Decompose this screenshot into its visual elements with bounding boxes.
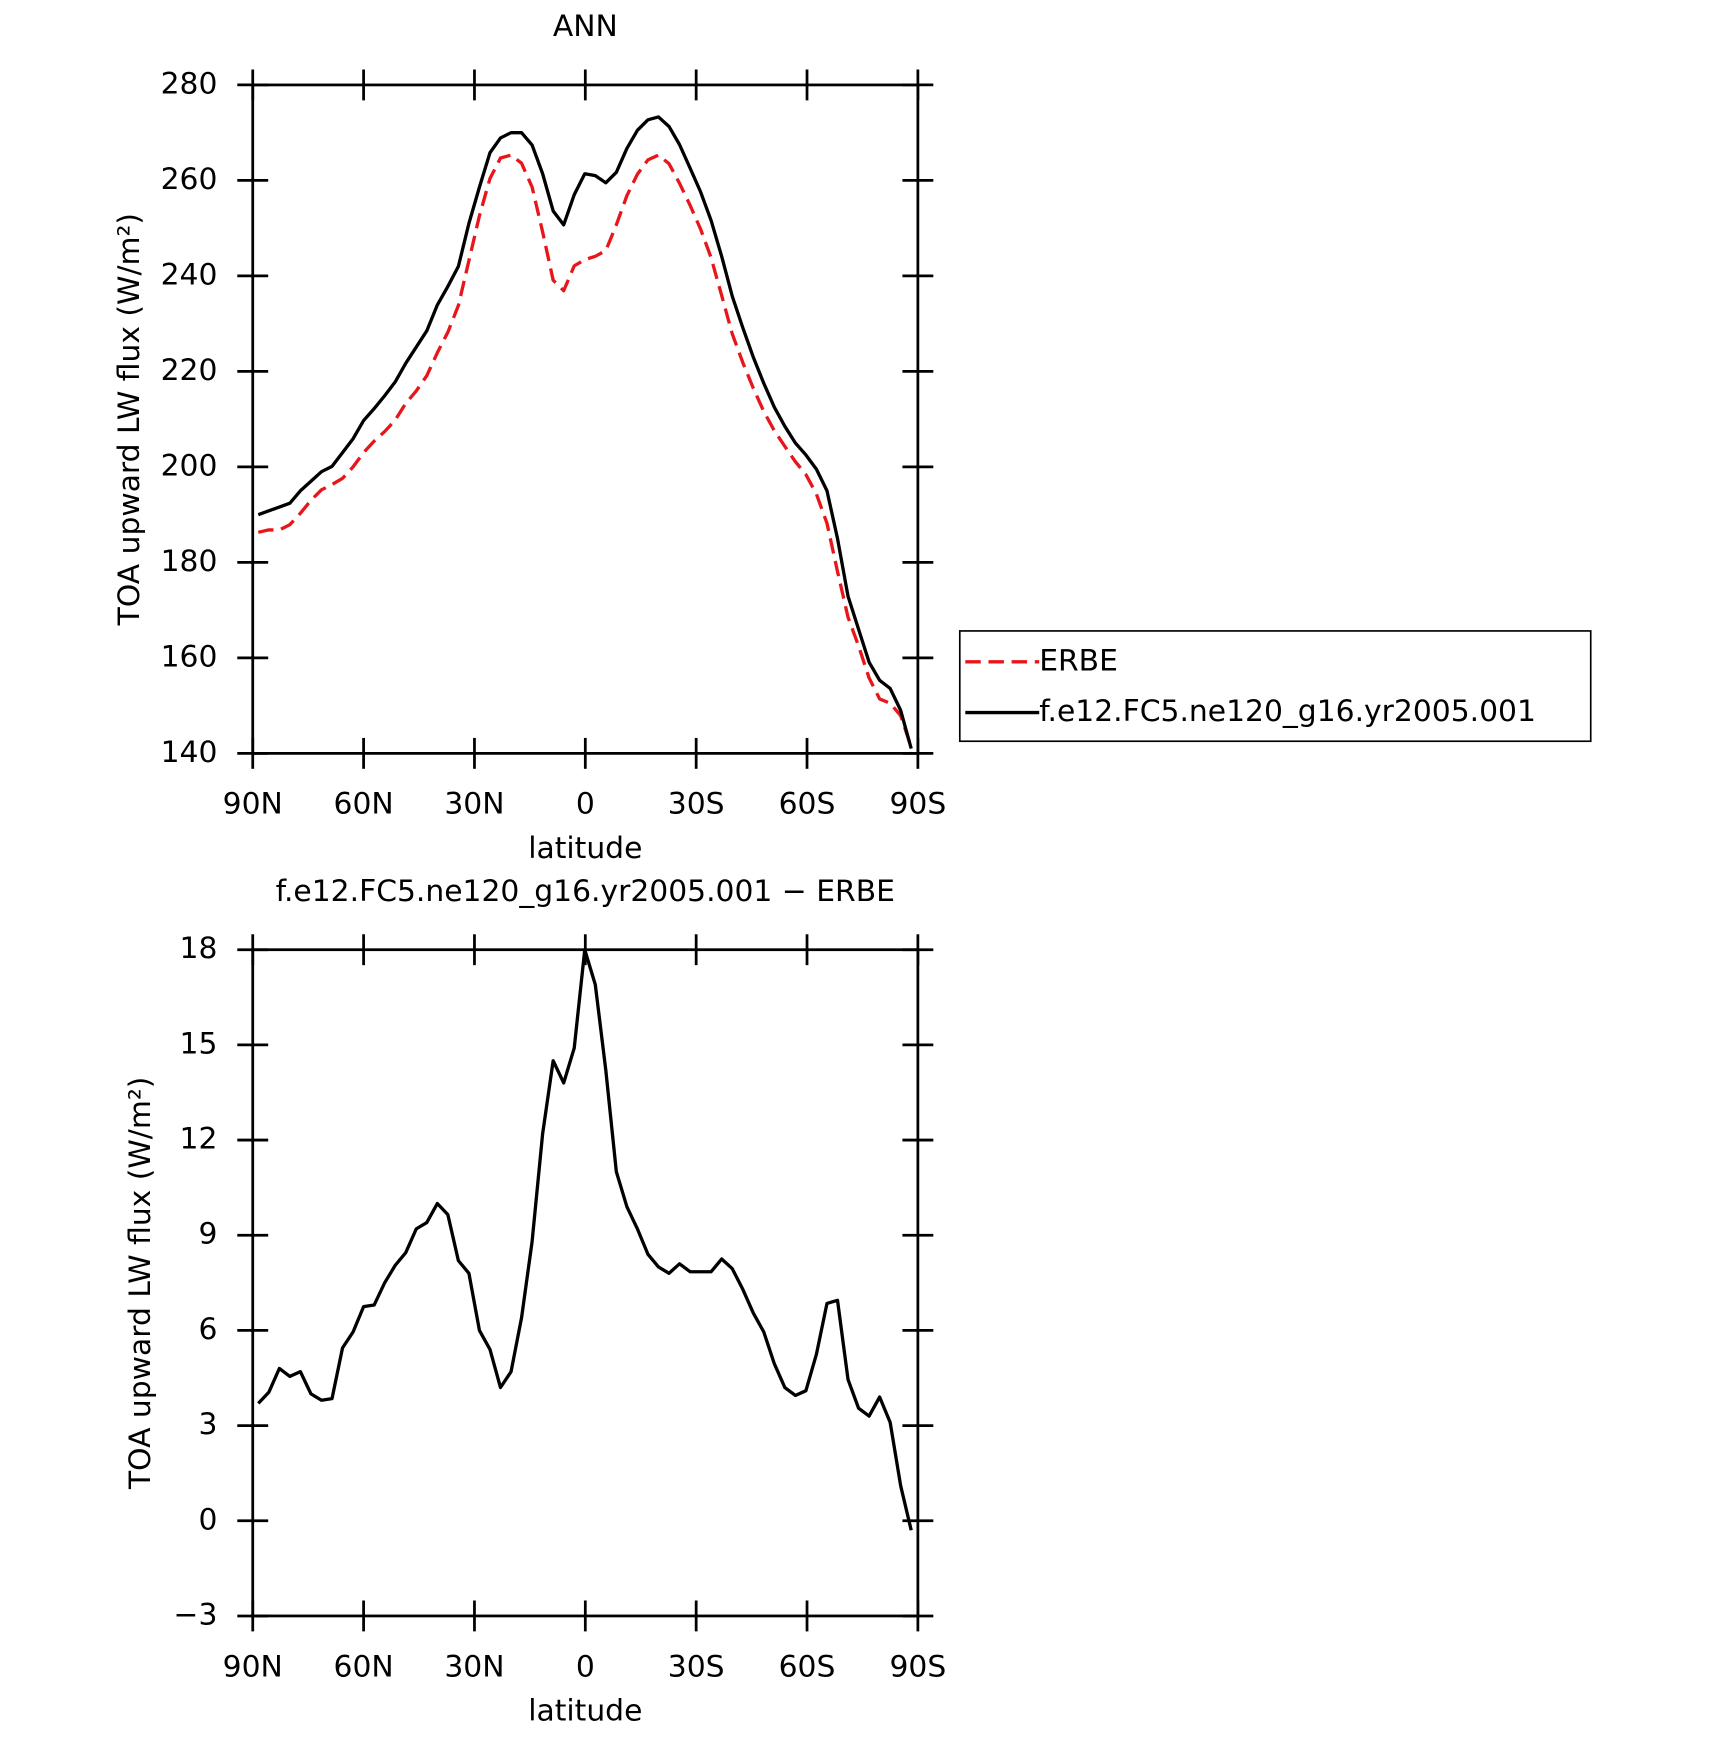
y-tick-label: 140 [161,735,218,770]
x-tick-label: 90N [223,787,283,822]
plot-frame [251,948,920,1618]
x-tick-label: 60S [779,787,836,822]
series-line [257,153,913,748]
x-tick-label: 60N [334,787,394,822]
y-tick-label: 0 [198,1502,217,1537]
y-tick-label: 6 [198,1312,217,1347]
y-tick-label: 200 [161,448,218,483]
x-tick-label: 90S [889,1649,946,1684]
x-tick-label: 90S [889,787,946,822]
x-axis-label: latitude [528,831,642,866]
x-tick-label: 90N [223,1649,283,1684]
chart-title: f.e12.FC5.ne120_g16.yr2005.001 − ERBE [276,874,895,909]
legend-label: f.e12.FC5.ne120_g16.yr2005.001 [1039,694,1536,729]
y-tick-label: 220 [161,353,218,388]
x-axis-label: latitude [528,1693,642,1728]
y-tick-label: 18 [180,931,218,966]
x-tick-label: 0 [576,787,595,822]
series-line [257,115,913,750]
x-tick-label: 30N [444,1649,504,1684]
chart-title: ANN [553,9,618,44]
x-tick-label: 60S [779,1649,836,1684]
x-tick-label: 30S [668,787,725,822]
x-tick-label: 30S [668,1649,725,1684]
series-line [257,948,913,1531]
y-tick-label: 180 [161,544,218,579]
x-tick-label: 0 [576,1649,595,1684]
y-tick-label: 3 [198,1407,217,1442]
x-tick-label: 60N [334,1649,394,1684]
y-tick-label: 260 [161,162,218,197]
legend-label: ERBE [1039,643,1118,678]
legend-box [958,630,1592,743]
y-tick-label: 280 [161,66,218,101]
plot-frame [251,83,920,755]
y-tick-label: 12 [180,1122,218,1157]
y-axis-label: TOA upward LW flux (W/m²) [112,213,147,626]
y-tick-label: 9 [198,1217,217,1252]
x-tick-label: 30N [444,787,504,822]
y-axis-label: TOA upward LW flux (W/m²) [123,1077,158,1490]
y-tick-label: 15 [180,1026,218,1061]
y-tick-label: −3 [174,1597,218,1632]
y-tick-label: 240 [161,257,218,292]
y-tick-label: 160 [161,639,218,674]
